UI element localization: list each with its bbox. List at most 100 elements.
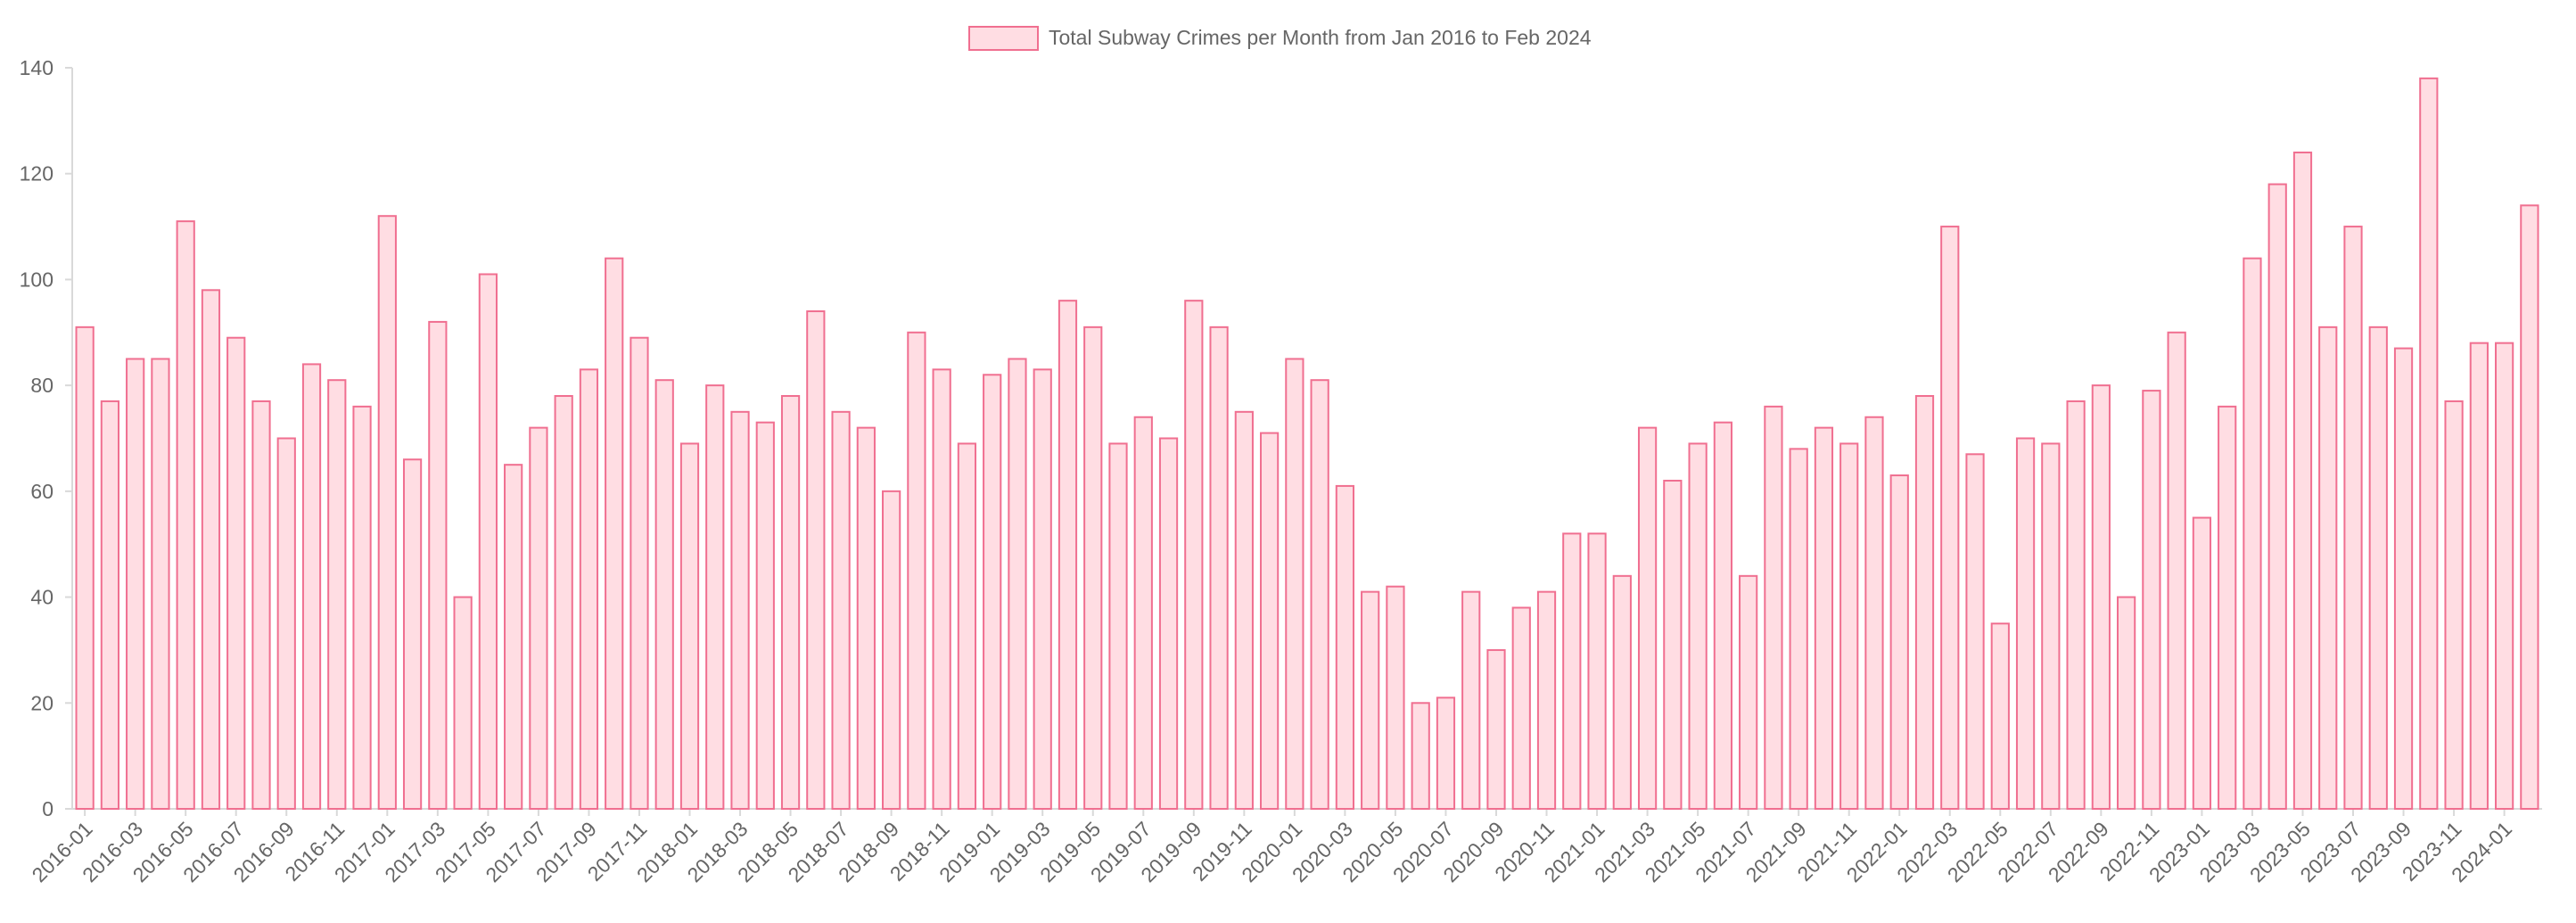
bar-2020-12[interactable] (1562, 532, 1582, 810)
bar-2018-08[interactable] (856, 426, 876, 810)
bar-2023-03[interactable] (2243, 257, 2262, 810)
bar-2017-04[interactable] (453, 596, 473, 810)
bar-2016-11[interactable] (327, 379, 347, 810)
bar-2020-06[interactable] (1411, 702, 1430, 810)
bar-2023-06[interactable] (2318, 326, 2338, 811)
bar-2017-12[interactable] (654, 379, 674, 810)
bar-2019-08[interactable] (1158, 437, 1179, 810)
bar-2018-04[interactable] (755, 421, 775, 810)
bar-2021-05[interactable] (1688, 442, 1708, 810)
bar-2019-06[interactable] (1108, 442, 1128, 810)
bar-2021-07[interactable] (1739, 574, 1758, 810)
bar-2017-06[interactable] (504, 464, 523, 811)
bar-2018-03[interactable] (730, 410, 750, 810)
bar-2022-11[interactable] (2142, 390, 2161, 810)
bar-2018-09[interactable] (882, 490, 901, 810)
bar-2021-04[interactable] (1663, 479, 1683, 810)
bar-2019-03[interactable] (1033, 368, 1052, 810)
bar-2023-07[interactable] (2343, 226, 2363, 811)
bar-2022-01[interactable] (1889, 474, 1909, 810)
bar-2017-07[interactable] (529, 426, 548, 810)
bar-2018-12[interactable] (957, 442, 977, 810)
bar-2020-07[interactable] (1436, 696, 1456, 810)
bar-2016-03[interactable] (126, 358, 145, 810)
bar-2018-01[interactable] (679, 442, 700, 810)
bar-2017-03[interactable] (428, 320, 448, 810)
bar-2023-02[interactable] (2218, 405, 2237, 810)
bar-2022-08[interactable] (2066, 400, 2086, 810)
bar-2023-04[interactable] (2267, 183, 2287, 811)
bar-2020-09[interactable] (1486, 648, 1506, 811)
bar-2019-05[interactable] (1083, 326, 1103, 811)
bar-2023-09[interactable] (2393, 347, 2414, 811)
bar-2018-05[interactable] (780, 395, 801, 810)
bar-2016-06[interactable] (201, 289, 221, 810)
bar-2017-10[interactable] (605, 257, 624, 810)
bar-2017-08[interactable] (554, 395, 573, 810)
bar-2023-12[interactable] (2469, 342, 2489, 810)
bar-2016-04[interactable] (151, 358, 170, 810)
bar-2023-05[interactable] (2292, 151, 2313, 810)
y-axis: 0 20 40 60 80 100 120 140 (20, 56, 73, 820)
bar-2019-11[interactable] (1234, 410, 1254, 810)
bar-2022-04[interactable] (1965, 453, 1985, 810)
bar-2017-05[interactable] (478, 273, 498, 810)
bar-2016-01[interactable] (75, 326, 95, 811)
bar-2020-10[interactable] (1511, 606, 1531, 811)
bar-2020-02[interactable] (1310, 379, 1329, 810)
bar-2017-01[interactable] (377, 215, 397, 810)
bar-2021-08[interactable] (1764, 405, 1783, 810)
bar-2022-05[interactable] (1990, 622, 2010, 810)
bar-2016-07[interactable] (226, 336, 246, 810)
bar-2021-02[interactable] (1612, 574, 1632, 810)
bar-2018-10[interactable] (907, 331, 926, 810)
bar-2018-06[interactable] (806, 310, 826, 810)
bar-2019-07[interactable] (1133, 416, 1153, 810)
bar-2019-10[interactable] (1209, 326, 1229, 811)
bar-2021-12[interactable] (1864, 416, 1884, 810)
bar-2021-03[interactable] (1637, 426, 1658, 810)
bar-2022-02[interactable] (1914, 395, 1935, 810)
bar-2021-11[interactable] (1839, 442, 1859, 810)
bar-2018-11[interactable] (932, 368, 951, 810)
legend[interactable]: Total Subway Crimes per Month from Jan 2… (968, 26, 1592, 51)
bar-2022-10[interactable] (2117, 596, 2136, 810)
bar-2019-04[interactable] (1058, 300, 1078, 810)
bar-2020-03[interactable] (1335, 484, 1355, 811)
bar-2018-07[interactable] (831, 410, 851, 810)
bar-2016-09[interactable] (276, 437, 296, 810)
bar-2018-02[interactable] (705, 384, 725, 810)
bar-2024-01[interactable] (2494, 342, 2514, 810)
bar-2017-09[interactable] (579, 368, 599, 810)
bar-2017-02[interactable] (402, 458, 423, 810)
bar-2022-12[interactable] (2167, 331, 2186, 810)
bar-2022-09[interactable] (2091, 384, 2111, 810)
bar-2022-07[interactable] (2041, 442, 2061, 810)
bar-2020-11[interactable] (1536, 590, 1557, 811)
bar-2021-10[interactable] (1814, 426, 1834, 810)
bar-2019-01[interactable] (983, 374, 1002, 810)
bar-2020-04[interactable] (1361, 590, 1380, 811)
bar-2020-01[interactable] (1285, 358, 1304, 810)
bar-2019-09[interactable] (1184, 300, 1204, 810)
bar-2023-08[interactable] (2368, 326, 2388, 811)
bar-2021-09[interactable] (1789, 448, 1808, 810)
bar-2021-01[interactable] (1587, 532, 1607, 810)
bar-2016-12[interactable] (352, 405, 372, 810)
bar-2019-02[interactable] (1008, 358, 1027, 810)
bar-2016-10[interactable] (301, 363, 322, 810)
bar-2017-11[interactable] (630, 336, 649, 810)
bar-2020-05[interactable] (1386, 585, 1405, 811)
bar-2022-03[interactable] (1940, 226, 1960, 811)
bar-2024-02[interactable] (2520, 204, 2539, 811)
bar-2019-12[interactable] (1259, 432, 1280, 810)
bar-2021-06[interactable] (1713, 421, 1732, 810)
bar-2016-05[interactable] (176, 220, 195, 810)
bar-2023-01[interactable] (2192, 516, 2212, 810)
bar-2016-02[interactable] (100, 400, 120, 810)
bar-2023-10[interactable] (2419, 77, 2439, 811)
bar-2022-06[interactable] (2015, 437, 2036, 810)
bar-2016-08[interactable] (251, 400, 271, 810)
bar-2020-08[interactable] (1461, 590, 1481, 811)
bar-2023-11[interactable] (2444, 400, 2464, 810)
